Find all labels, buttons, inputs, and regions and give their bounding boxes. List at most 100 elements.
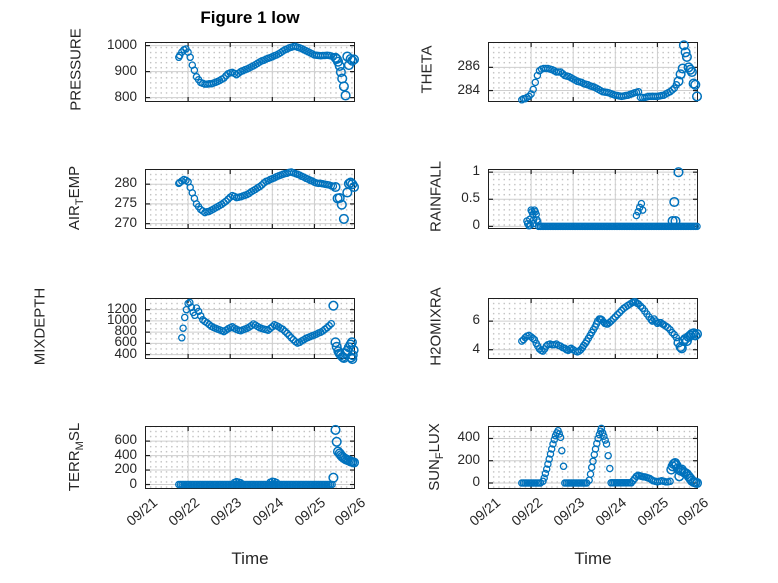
scatter-point (601, 436, 609, 444)
scatter-point (531, 78, 540, 87)
scatter-point (615, 308, 624, 317)
ylabel-text: THETA (418, 45, 436, 94)
sun-flux-series (518, 424, 703, 489)
scatter-point (670, 457, 681, 469)
scatter-point (348, 54, 360, 65)
y-tick-label: 284 (457, 81, 480, 97)
scatter-point (348, 457, 360, 468)
scatter-point (598, 429, 607, 437)
subplot-mixdepth (145, 298, 359, 365)
scatter-point (604, 451, 612, 460)
scatter-point (186, 298, 194, 307)
scatter-point (609, 315, 617, 323)
pressure-series (175, 42, 360, 101)
mixdepth-series (178, 298, 359, 365)
theta-canvas (489, 40, 703, 104)
y-tick-label: 400 (114, 446, 137, 462)
scatter-point (527, 90, 535, 98)
ylabel-text: TERR (66, 449, 83, 491)
y-tick-label: 275 (114, 194, 137, 210)
scatter-point (607, 317, 615, 325)
scatter-point (539, 477, 547, 486)
rainfall-series (523, 167, 701, 231)
scatter-point (540, 474, 548, 482)
scatter-point (586, 470, 595, 478)
scatter-point (677, 63, 688, 74)
scatter-point (606, 464, 614, 473)
scatter-point (178, 334, 186, 342)
y-tick-label: 0 (472, 217, 480, 233)
air-temp-ylabel: AIRTEMP (66, 118, 86, 278)
scatter-point (196, 312, 205, 320)
scatter-point (680, 47, 691, 58)
scatter-point (547, 445, 556, 453)
scatter-point (554, 426, 562, 435)
scatter-point (328, 300, 339, 311)
scatter-point (336, 199, 347, 210)
scatter-point (345, 54, 356, 65)
scatter-point (330, 424, 341, 435)
scatter-point (222, 197, 230, 205)
scatter-point (602, 440, 611, 448)
sun-flux-canvas (489, 424, 703, 489)
scatter-point (529, 219, 537, 228)
scatter-point (220, 74, 228, 82)
y-tick-label: 800 (114, 88, 137, 104)
y-tick-label: 1000 (106, 311, 137, 327)
scatter-point (534, 218, 542, 226)
figure-title: Figure 1 low (200, 8, 300, 27)
y-tick-label: 286 (457, 58, 480, 74)
y-tick-label: 200 (114, 461, 137, 477)
ylabel-text: EMP (66, 165, 83, 199)
scatter-point (224, 195, 232, 203)
pressure-canvas (146, 42, 360, 101)
scatter-point (597, 424, 606, 433)
x-axis-label-left: Time (231, 549, 269, 568)
scatter-point (634, 300, 643, 308)
ylabel-text: SL (66, 422, 83, 441)
scatter-point (179, 324, 187, 332)
scatter-point (330, 181, 341, 193)
scatter-point (283, 329, 291, 338)
scatter-point (529, 85, 537, 94)
scatter-point (545, 455, 553, 463)
y-tick-label: 280 (114, 175, 137, 191)
scatter-point (690, 330, 701, 341)
scatter-point (587, 463, 596, 472)
scatter-point (673, 167, 684, 178)
scatter-point (673, 76, 684, 87)
scatter-point (180, 313, 189, 322)
scatter-point (539, 347, 547, 355)
scatter-point (559, 462, 568, 471)
y-tick-label: 900 (114, 62, 137, 78)
scatter-point (327, 319, 336, 328)
scatter-point (589, 457, 597, 466)
scatter-point (347, 55, 358, 66)
ylabel-subscript: M (74, 440, 86, 450)
scatter-point (613, 310, 622, 319)
scatter-point (530, 335, 539, 344)
scatter-point (600, 432, 608, 440)
scatter-point (348, 345, 359, 356)
scatter-point (693, 222, 701, 231)
scatter-point (285, 331, 293, 340)
scatter-point (638, 206, 647, 214)
ylabel-subscript: F (434, 451, 446, 459)
scatter-point (521, 94, 529, 103)
y-tick-label: 800 (114, 323, 137, 339)
scatter-point (685, 64, 696, 75)
ylabel-text: H2OMIXRA (427, 286, 445, 366)
scatter-point (334, 192, 345, 204)
ylabel-text: AIR (66, 205, 83, 231)
scatter-point (236, 479, 245, 487)
scatter-point (343, 178, 354, 189)
rainfall-canvas (489, 167, 701, 231)
scatter-point (558, 446, 566, 455)
scatter-point (258, 181, 266, 189)
terr-msl-series (175, 424, 360, 489)
y-tick-label: 1000 (106, 36, 137, 52)
subplot-air-temp (145, 168, 360, 229)
terr-msl-canvas (146, 424, 360, 489)
y-tick-label: 1 (472, 163, 480, 179)
subplot-sun-flux (488, 424, 703, 489)
